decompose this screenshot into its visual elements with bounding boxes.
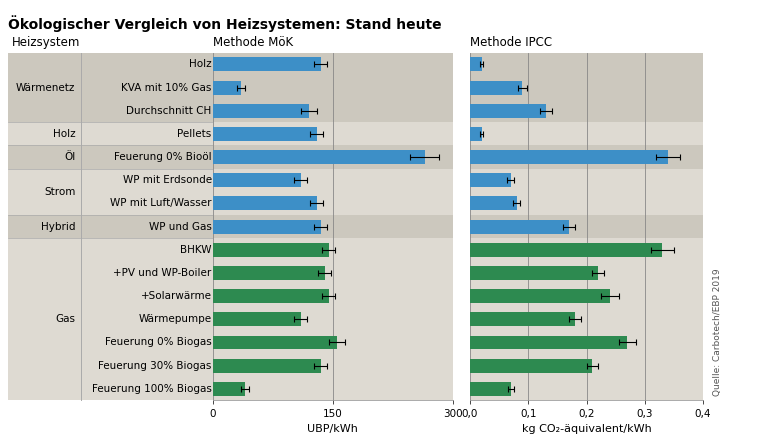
Bar (470, 266, 598, 280)
Bar (470, 289, 610, 303)
Bar (470, 104, 546, 117)
Bar (213, 382, 245, 396)
Text: +PV und WP-Boiler: +PV und WP-Boiler (113, 268, 212, 278)
Text: +Solarwärme: +Solarwärme (141, 291, 212, 301)
Bar (213, 146, 453, 169)
Bar (213, 173, 301, 187)
Bar (8, 76, 213, 99)
Bar (8, 146, 213, 169)
Bar (470, 336, 627, 349)
Bar (470, 215, 703, 238)
Bar (8, 169, 213, 192)
Text: WP mit Luft/Wasser: WP mit Luft/Wasser (110, 198, 212, 209)
Text: Feuerung 0% Biogas: Feuerung 0% Biogas (105, 337, 212, 348)
Bar (213, 127, 317, 141)
Text: Feuerung 30% Biogas: Feuerung 30% Biogas (98, 361, 212, 370)
X-axis label: kg CO₂-äquivalent/kWh: kg CO₂-äquivalent/kWh (521, 424, 651, 433)
Text: Quelle: Carbotech/EBP 2019: Quelle: Carbotech/EBP 2019 (713, 268, 722, 396)
Bar (470, 197, 517, 210)
Text: Feuerung 100% Biogas: Feuerung 100% Biogas (92, 384, 212, 394)
Bar (8, 354, 213, 377)
Bar (8, 122, 213, 146)
Bar (470, 146, 703, 169)
Bar (470, 312, 575, 326)
Text: Feuerung 0% Bioöl: Feuerung 0% Bioöl (114, 152, 212, 162)
Bar (8, 308, 213, 331)
Text: Pellets: Pellets (178, 129, 212, 139)
Bar (470, 53, 703, 76)
Text: Holz: Holz (189, 59, 212, 70)
Bar (213, 81, 241, 95)
Bar (470, 81, 522, 95)
Text: Hybrid: Hybrid (41, 222, 75, 231)
Bar (213, 104, 309, 117)
Text: Wärmenetz: Wärmenetz (16, 83, 75, 92)
Bar (213, 220, 321, 234)
Bar (213, 99, 453, 122)
Bar (213, 243, 329, 257)
Bar (8, 215, 213, 238)
Bar (213, 266, 325, 280)
Bar (470, 382, 511, 396)
Bar (8, 192, 213, 215)
Text: Holz: Holz (52, 129, 75, 139)
Bar (213, 58, 321, 71)
Bar (213, 336, 337, 349)
Bar (8, 99, 213, 122)
Bar (213, 312, 301, 326)
Text: WP und Gas: WP und Gas (149, 222, 212, 231)
Text: Wärmepumpe: Wärmepumpe (138, 314, 212, 324)
Bar (213, 289, 329, 303)
Text: WP mit Erdsonde: WP mit Erdsonde (122, 175, 212, 185)
Bar (470, 76, 703, 99)
Bar (470, 359, 592, 373)
Text: Methode MöK: Methode MöK (213, 37, 293, 49)
Bar (8, 331, 213, 354)
Bar (213, 215, 453, 238)
Bar (8, 261, 213, 285)
Bar (470, 58, 482, 71)
Text: Methode IPCC: Methode IPCC (470, 37, 553, 49)
Bar (470, 243, 662, 257)
Bar (470, 173, 511, 187)
Bar (8, 238, 213, 261)
Text: KVA mit 10% Gas: KVA mit 10% Gas (122, 83, 212, 92)
Text: Durchschnitt CH: Durchschnitt CH (126, 106, 212, 116)
Text: Öl: Öl (64, 152, 75, 162)
Text: Gas: Gas (55, 314, 75, 324)
Text: Ökologischer Vergleich von Heizsystemen: Stand heute: Ökologischer Vergleich von Heizsystemen:… (8, 15, 442, 32)
Bar (470, 220, 569, 234)
Bar (213, 76, 453, 99)
Text: Heizsystem: Heizsystem (11, 37, 80, 49)
Bar (470, 150, 668, 164)
X-axis label: UBP/kWh: UBP/kWh (307, 424, 358, 433)
Text: BHKW: BHKW (180, 245, 212, 255)
Bar (470, 99, 703, 122)
Bar (470, 127, 482, 141)
Text: Strom: Strom (44, 187, 75, 197)
Bar (8, 285, 213, 308)
Bar (213, 197, 317, 210)
Bar (8, 53, 213, 76)
Bar (213, 150, 425, 164)
Bar (213, 359, 321, 373)
Bar (8, 377, 213, 400)
Bar (213, 53, 453, 76)
